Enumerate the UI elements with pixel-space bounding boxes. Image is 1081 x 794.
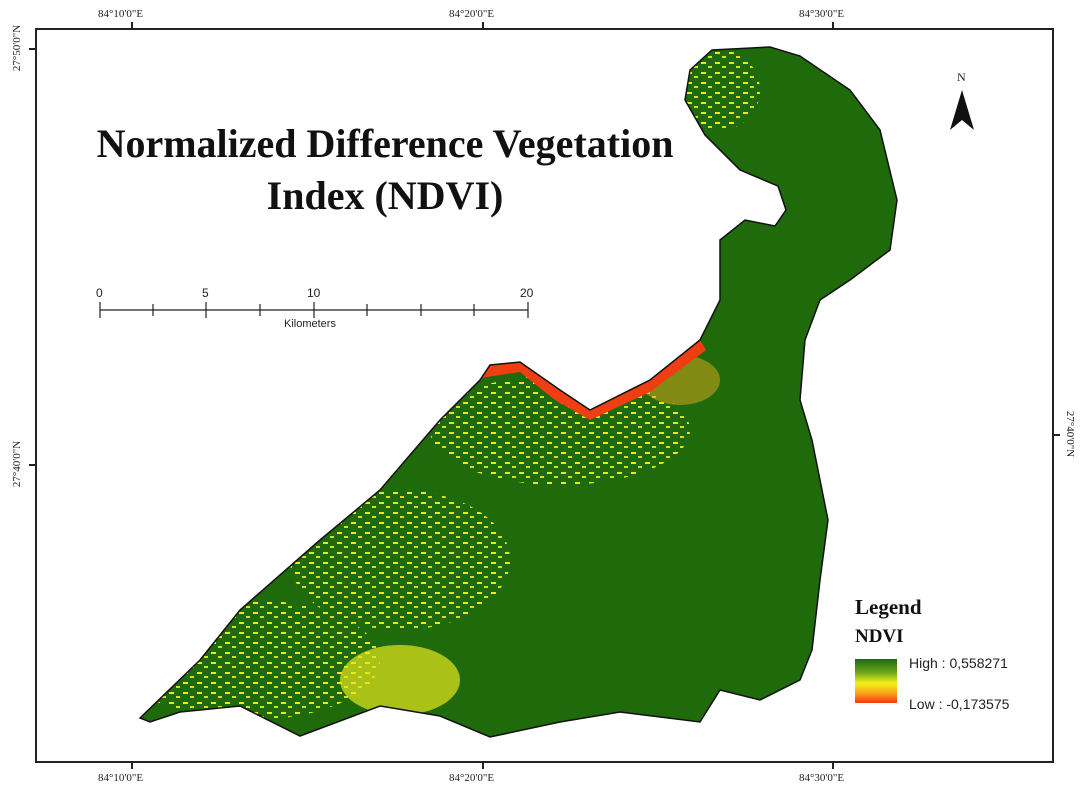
legend-low-label: Low : -0,173575 [909, 696, 1010, 712]
lon-label-bottom: 84°30'0"E [799, 772, 845, 784]
title-line-2: Index (NDVI) [266, 173, 504, 218]
scale-label: 20 [520, 286, 534, 300]
legend-high-label: High : 0,558271 [909, 655, 1008, 671]
north-label: N [957, 70, 966, 84]
scale-unit: Kilometers [284, 318, 336, 330]
title-line-1: Normalized Difference Vegetation [96, 121, 674, 166]
graticule-ticks [29, 22, 1060, 769]
scale-label: 5 [202, 286, 209, 300]
legend: Legend NDVI High : 0,558271 Low : -0,173… [855, 595, 1009, 712]
lat-label-right: 27°40'0"N [1064, 410, 1076, 458]
lon-label-top: 84°10'0"E [98, 8, 144, 20]
legend-layer-name: NDVI [855, 626, 904, 647]
lon-label-bottom: 84°20'0"E [449, 772, 495, 784]
scale-label: 10 [307, 286, 321, 300]
legend-heading: Legend [855, 595, 922, 619]
lon-label-top: 84°30'0"E [799, 8, 845, 20]
north-arrow-icon [950, 90, 974, 130]
scale-label: 0 [96, 286, 103, 300]
ndvi-color-ramp [855, 659, 897, 703]
map-border [35, 28, 1054, 763]
lon-label-top: 84°20'0"E [449, 8, 495, 20]
map-title: Normalized Difference Vegetation Index (… [60, 118, 710, 222]
lon-label-bottom: 84°10'0"E [98, 772, 144, 784]
scale-bar [99, 302, 529, 318]
lat-label-left: 27°50'0"N [11, 24, 23, 72]
lat-label-left: 27°40'0"N [11, 440, 23, 488]
